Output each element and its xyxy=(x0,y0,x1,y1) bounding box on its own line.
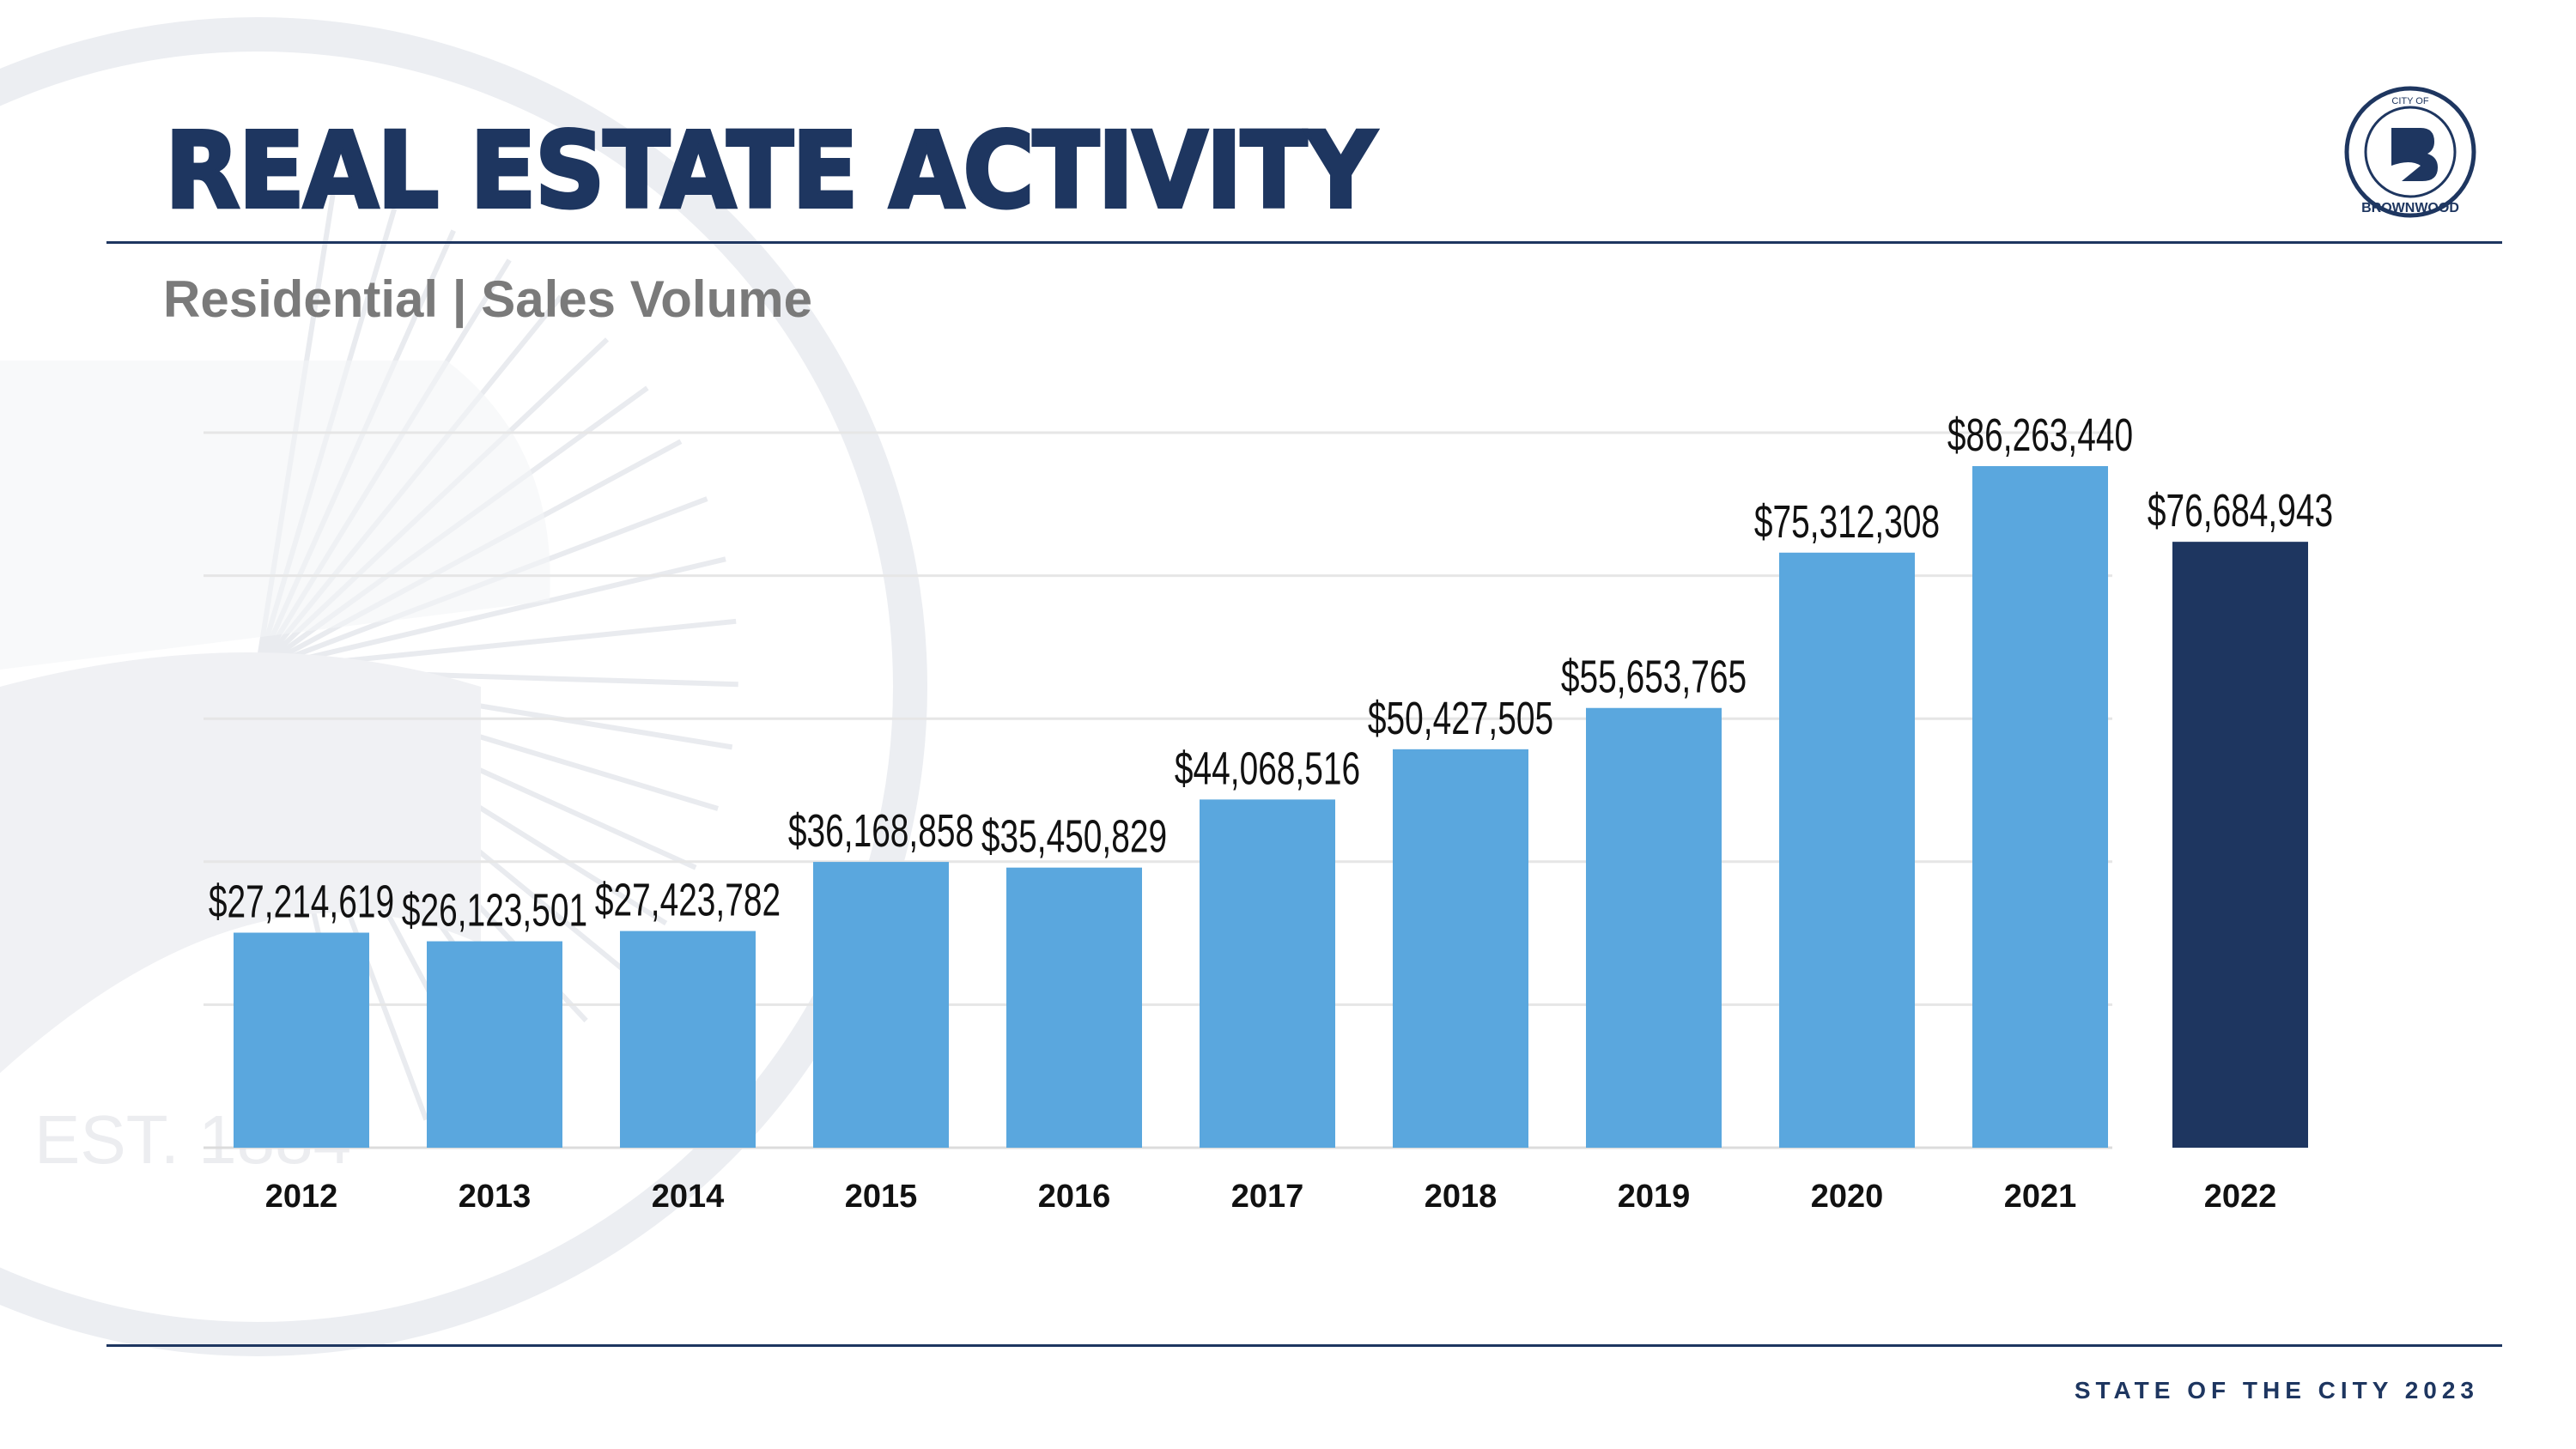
x-tick-label: 2013 xyxy=(459,1179,532,1215)
header-divider xyxy=(106,241,2502,244)
bar-2013 xyxy=(427,941,562,1148)
data-label: $36,168,858 xyxy=(788,804,974,857)
data-label: $55,653,765 xyxy=(1561,650,1747,702)
bar-2014 xyxy=(620,931,756,1148)
svg-text:BROWNWOOD: BROWNWOOD xyxy=(2361,201,2459,215)
data-label: $27,214,619 xyxy=(209,875,394,927)
x-tick-label: 2012 xyxy=(265,1179,338,1215)
bar-2017 xyxy=(1200,799,1335,1148)
footer-text: STATE OF THE CITY 2023 xyxy=(2074,1377,2479,1404)
data-label: $44,068,516 xyxy=(1175,742,1360,794)
x-tick-label: 2022 xyxy=(2204,1179,2277,1215)
x-tick-label: 2016 xyxy=(1038,1179,1111,1215)
x-tick-label: 2020 xyxy=(1811,1179,1884,1215)
x-tick-label: 2018 xyxy=(1425,1179,1498,1215)
x-tick-label: 2021 xyxy=(2004,1179,2077,1215)
svg-text:CITY OF: CITY OF xyxy=(2391,96,2428,106)
x-tick-label: 2014 xyxy=(652,1179,725,1215)
bar-2012 xyxy=(234,932,369,1148)
bar-2020 xyxy=(1779,552,1915,1148)
bar-2022 xyxy=(2172,542,2308,1148)
chart-subtitle: Residential | Sales Volume xyxy=(163,270,812,328)
data-label: $50,427,505 xyxy=(1368,691,1553,743)
data-label: $27,423,782 xyxy=(595,873,781,925)
x-tick-label: 2019 xyxy=(1618,1179,1691,1215)
bar-2015 xyxy=(813,862,949,1148)
footer-divider xyxy=(106,1344,2502,1347)
city-logo: CITY OF BROWNWOOD xyxy=(2344,86,2476,218)
data-label: $75,312,308 xyxy=(1754,494,1940,547)
x-tick-label: 2017 xyxy=(1231,1179,1304,1215)
data-label: $86,263,440 xyxy=(1947,409,2133,461)
bar-2016 xyxy=(1006,867,1142,1148)
bar-2018 xyxy=(1393,749,1528,1148)
bar-2019 xyxy=(1586,707,1722,1148)
data-label: $26,123,501 xyxy=(402,883,587,936)
page-title: REAL ESTATE ACTIVITY xyxy=(163,110,1377,232)
data-label: $35,450,829 xyxy=(981,809,1167,862)
watermark-ray xyxy=(257,556,726,672)
x-tick-label: 2015 xyxy=(845,1179,918,1215)
data-label: $76,684,943 xyxy=(2148,484,2333,537)
bar-2021 xyxy=(1972,465,2108,1148)
